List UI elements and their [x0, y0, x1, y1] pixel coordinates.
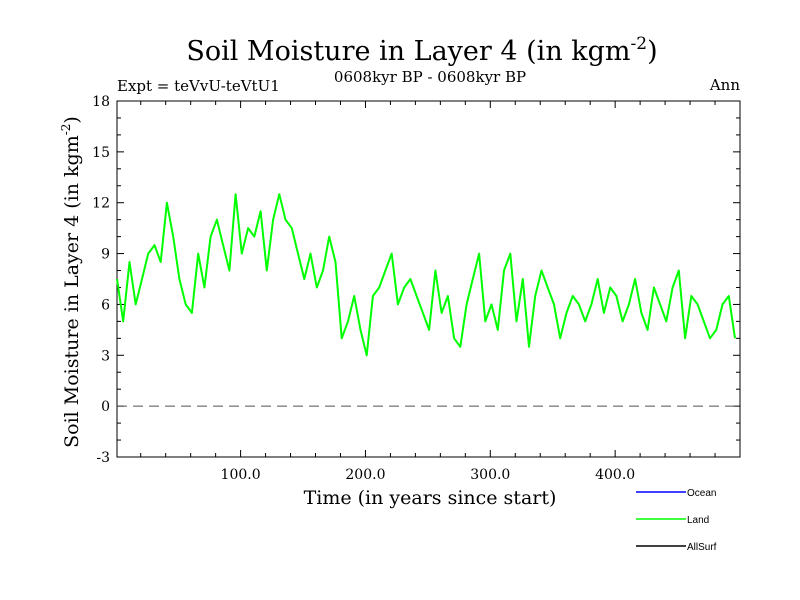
x-tick-label: 100.0 [221, 467, 261, 483]
legend-label-ocean: Ocean [687, 488, 716, 499]
x-tick-label: 200.0 [345, 467, 385, 483]
chart-title-close: ) [647, 36, 658, 67]
chart-title-main: Soil Moisture in Layer 4 (in kgm [186, 36, 630, 67]
plot-frame [116, 100, 741, 458]
y-axis-label-main: Soil Moisture in Layer 4 (in kgm [61, 135, 83, 448]
y-tick-label: 9 [101, 247, 110, 263]
y-tick-label: 15 [92, 145, 110, 161]
y-tick-label: 3 [101, 348, 110, 364]
legend-label-allsurf: AllSurf [687, 542, 717, 553]
series-line-land [116, 193, 736, 357]
y-tick-label: 0 [101, 399, 110, 415]
season-label: Ann [709, 76, 740, 94]
legend: Ocean Land AllSurf [636, 488, 717, 553]
y-tick-label: 18 [92, 94, 110, 110]
y-axis: -3 0 3 6 9 12 15 18 [92, 94, 740, 466]
chart-title-superscript: -2 [631, 34, 648, 54]
y-tick-label: -3 [96, 450, 110, 466]
y-tick-label: 12 [92, 196, 110, 212]
series-layer [116, 193, 736, 357]
x-tick-label: 300.0 [470, 467, 510, 483]
y-tick-label: 6 [101, 297, 110, 313]
chart-title: Soil Moisture in Layer 4 (in kgm-2) [186, 34, 657, 67]
y-axis-label-close: ) [61, 116, 83, 123]
y-axis-label: Soil Moisture in Layer 4 (in kgm-2) [59, 116, 83, 448]
chart-subtitle: 0608kyr BP - 0608kyr BP [334, 68, 526, 86]
y-axis-label-superscript: -2 [59, 124, 73, 136]
x-tick-label: 400.0 [595, 467, 635, 483]
x-axis: 100.0 200.0 300.0 400.0 [140, 101, 716, 483]
x-axis-label: Time (in years since start) [304, 487, 557, 509]
legend-label-land: Land [687, 515, 709, 526]
experiment-label: Expt = teVvU-teVtU1 [117, 77, 280, 95]
